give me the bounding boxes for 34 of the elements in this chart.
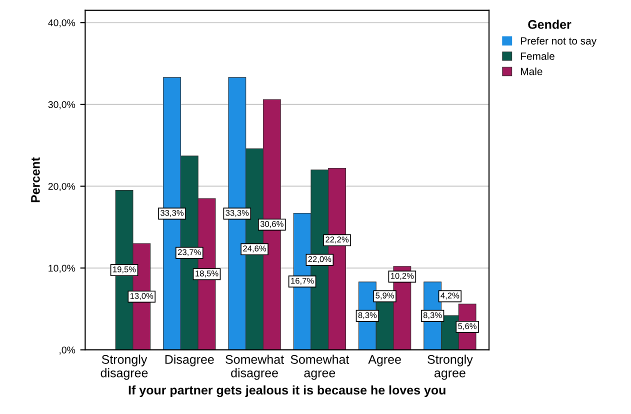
data-label: 5,6% xyxy=(458,323,477,330)
x-tick-label: Disagree xyxy=(165,354,214,366)
data-label: 16,7% xyxy=(291,278,314,285)
x-tick-label: Somewhat disagree xyxy=(226,354,284,380)
data-label: 18,5% xyxy=(196,270,218,278)
data-label: 22,0% xyxy=(308,256,332,264)
x-tick-label: Agree xyxy=(368,355,401,366)
y-tick-label: ,0% xyxy=(60,346,76,355)
data-label: 30,6% xyxy=(260,221,284,228)
data-label: 8,3% xyxy=(423,312,442,320)
y-tick-label: 30,0% xyxy=(48,101,76,110)
data-label: 8,3% xyxy=(358,312,377,320)
data-label: 33,3% xyxy=(226,210,249,217)
x-axis-title: If your partner gets jealous it is because he loves you xyxy=(128,385,446,398)
y-tick-label: 10,0% xyxy=(48,264,76,273)
legend-label: Prefer not to say xyxy=(521,36,597,47)
legend-title: Gender xyxy=(528,20,572,29)
data-label: 10,2% xyxy=(391,272,414,280)
y-axis-title: Percent xyxy=(31,157,40,202)
legend-label: Female xyxy=(521,52,554,60)
data-label: 5,9% xyxy=(376,292,394,300)
data-label: 13,0% xyxy=(130,292,154,300)
y-tick-label: 20,0% xyxy=(48,182,76,191)
data-label: 24,6% xyxy=(243,246,266,252)
data-label: 33,3% xyxy=(160,210,184,217)
data-label: 23,7% xyxy=(178,249,201,256)
x-tick-label: Somewhat agree xyxy=(290,354,350,380)
y-tick-label: 40,0% xyxy=(48,19,76,28)
data-label: 22,2% xyxy=(326,236,349,244)
data-label: 4,2% xyxy=(440,292,460,300)
x-tick-label: Strongly disagree xyxy=(100,354,148,380)
data-label: 19,5% xyxy=(113,266,136,274)
legend-label: Male xyxy=(521,68,542,76)
x-tick-label: Strongly agree xyxy=(428,354,473,380)
